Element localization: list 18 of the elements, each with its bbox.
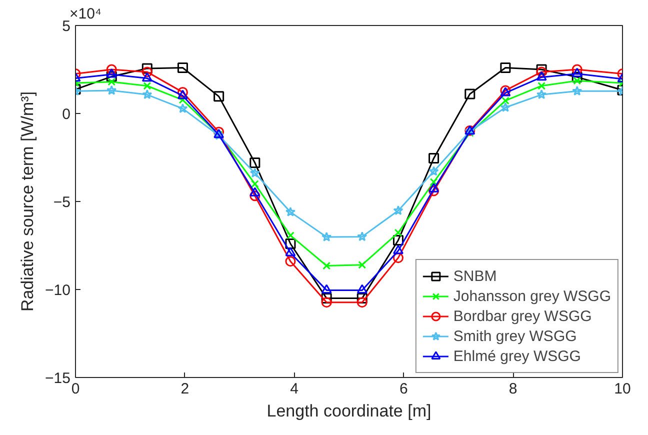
- legend-label: Bordbar grey WSGG: [453, 307, 592, 325]
- y-axis-title: Radiative source term [W/m³]: [18, 91, 38, 312]
- x-tick-label: 4: [290, 380, 298, 398]
- legend-label: Ehlmé grey WSGG: [453, 347, 581, 365]
- legend-label: SNBM: [453, 267, 497, 285]
- y-tick-label: 0: [62, 106, 70, 123]
- text: ×10⁴: [70, 6, 102, 22]
- x-tick-label: 8: [508, 380, 518, 398]
- y-tick-label: −10: [45, 282, 71, 299]
- y-tick-label: −5: [53, 194, 71, 211]
- x-tick-label: 10: [614, 380, 631, 398]
- x-tick-label: 2: [180, 380, 190, 398]
- y-tick-label: −15: [45, 370, 71, 387]
- legend-label: Johansson grey WSGG: [453, 287, 611, 305]
- legend-label: Smith grey WSGG: [453, 327, 577, 345]
- x-axis-title: Length coordinate [m]: [266, 402, 432, 420]
- y-tick-label: 5: [62, 18, 70, 35]
- x-tick-label: 6: [400, 380, 408, 398]
